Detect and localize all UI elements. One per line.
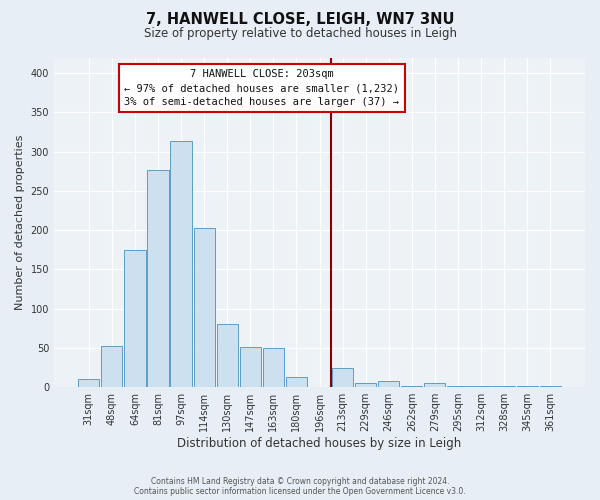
Bar (124, 250, 146, 387)
Text: 7 HANWELL CLOSE: 203sqm
← 97% of detached houses are smaller (1,232)
3% of semi-: 7 HANWELL CLOSE: 203sqm ← 97% of detache… (124, 70, 400, 108)
Text: Contains HM Land Registry data © Crown copyright and database right 2024.: Contains HM Land Registry data © Crown c… (151, 477, 449, 486)
Bar (239, 347, 261, 387)
Text: Contains public sector information licensed under the Open Government Licence v3: Contains public sector information licen… (134, 487, 466, 496)
Bar (101, 346, 122, 387)
Bar (332, 368, 353, 387)
Text: 7, HANWELL CLOSE, LEIGH, WN7 3NU: 7, HANWELL CLOSE, LEIGH, WN7 3NU (146, 12, 454, 28)
Bar (517, 386, 538, 387)
Bar (148, 170, 169, 387)
Bar (539, 386, 561, 387)
Bar (194, 228, 215, 387)
Y-axis label: Number of detached properties: Number of detached properties (15, 134, 25, 310)
Text: Size of property relative to detached houses in Leigh: Size of property relative to detached ho… (143, 28, 457, 40)
Bar (448, 386, 469, 387)
Bar (378, 381, 400, 387)
Bar (493, 386, 515, 387)
Bar (286, 377, 307, 387)
Bar (355, 384, 376, 387)
X-axis label: Distribution of detached houses by size in Leigh: Distribution of detached houses by size … (178, 437, 461, 450)
Bar (78, 380, 100, 387)
Bar (401, 386, 422, 387)
Bar (424, 384, 445, 387)
Bar (170, 142, 191, 387)
Bar (470, 386, 491, 387)
Bar (217, 324, 238, 387)
Bar (263, 348, 284, 387)
